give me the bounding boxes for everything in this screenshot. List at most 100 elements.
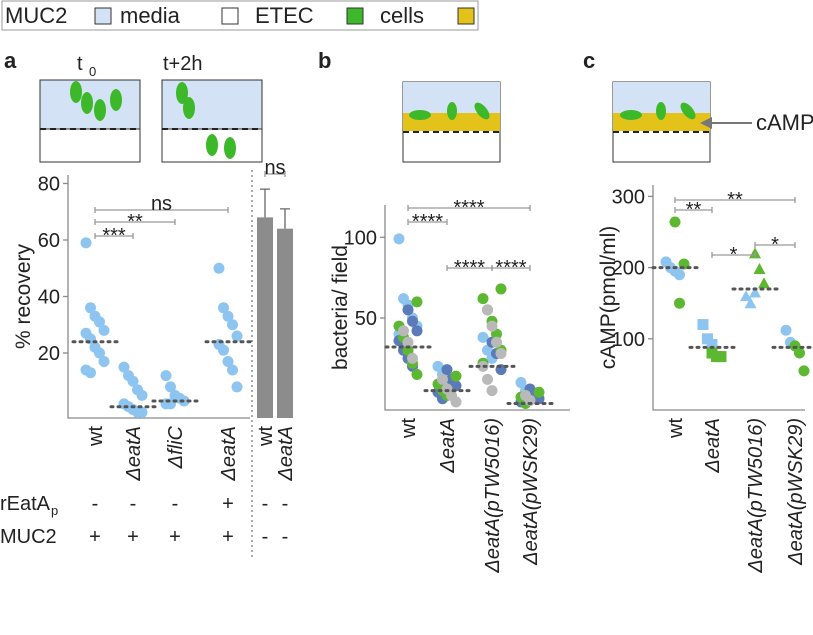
point bbox=[441, 364, 453, 376]
y-axis-label: bacteria/ field bbox=[329, 245, 352, 370]
point bbox=[411, 368, 423, 380]
panel-label: b bbox=[318, 48, 331, 73]
point bbox=[450, 396, 462, 408]
point bbox=[411, 296, 423, 308]
point bbox=[524, 394, 536, 406]
legend-frame bbox=[1, 0, 479, 31]
significance-label: * bbox=[730, 244, 738, 266]
point bbox=[402, 336, 414, 348]
point bbox=[744, 297, 757, 309]
condition-sign: - bbox=[262, 526, 269, 548]
significance-bracket bbox=[711, 252, 756, 258]
point bbox=[85, 367, 96, 379]
point bbox=[486, 320, 498, 332]
condition-sign: - bbox=[92, 493, 99, 515]
legend-label: MUC2 bbox=[5, 3, 67, 28]
point bbox=[450, 380, 462, 392]
point bbox=[213, 262, 225, 274]
axis bbox=[652, 185, 805, 411]
point bbox=[515, 377, 527, 389]
x-tick-label: ΔfliC bbox=[165, 425, 187, 469]
significance-label: **** bbox=[412, 211, 443, 233]
point bbox=[94, 347, 105, 359]
diagram-label: t+2h bbox=[163, 53, 202, 75]
point bbox=[706, 338, 718, 350]
point bbox=[393, 233, 405, 245]
point bbox=[486, 385, 498, 397]
y-tick-label: 60 bbox=[38, 230, 60, 252]
point bbox=[533, 386, 545, 398]
legend-swatch bbox=[94, 7, 112, 25]
point bbox=[477, 293, 489, 305]
error-bar bbox=[280, 208, 290, 229]
significance-bracket bbox=[407, 219, 448, 225]
axis bbox=[67, 175, 250, 419]
point bbox=[715, 351, 727, 363]
x-tick-label: ΔeatA bbox=[123, 426, 145, 482]
panel-label: a bbox=[4, 48, 17, 73]
x-tick-label: ΔeatA(pTW5016) bbox=[482, 418, 504, 574]
point bbox=[98, 355, 110, 367]
y-tick-label: 50 bbox=[355, 308, 377, 330]
legend-label: cells bbox=[380, 3, 424, 28]
point bbox=[227, 364, 238, 376]
row-label: rEatA bbox=[0, 493, 51, 515]
legend-label: ETEC bbox=[255, 3, 314, 28]
point bbox=[402, 304, 414, 316]
y-axis-label: % recovery bbox=[12, 243, 35, 349]
point bbox=[491, 328, 502, 340]
axis bbox=[384, 205, 570, 411]
significance-label: ns bbox=[151, 193, 172, 215]
y-tick-label: 80 bbox=[38, 173, 60, 195]
x-tick-label: wt bbox=[665, 418, 687, 439]
y-tick-label: 100 bbox=[612, 329, 645, 351]
point bbox=[80, 237, 92, 249]
point bbox=[495, 348, 507, 360]
condition-sign: - bbox=[282, 493, 289, 515]
x-tick-label: ΔeatA bbox=[218, 426, 240, 482]
point bbox=[160, 370, 172, 382]
y-axis-label: cAMP(pmol/ml) bbox=[597, 226, 620, 370]
row-label: MUC2 bbox=[0, 526, 57, 548]
point bbox=[227, 319, 238, 331]
x-tick-label: wt bbox=[85, 426, 107, 447]
point bbox=[450, 370, 462, 382]
condition-sign: + bbox=[222, 493, 234, 515]
diagram-label: t bbox=[77, 53, 83, 75]
x-tick-label: ΔeatA bbox=[275, 426, 297, 482]
point bbox=[165, 381, 176, 393]
x-tick-label: wt bbox=[398, 418, 420, 439]
point bbox=[753, 263, 766, 275]
point bbox=[231, 330, 243, 342]
point bbox=[94, 316, 105, 328]
x-tick-label: ΔeatA bbox=[702, 418, 724, 474]
legend-label: media bbox=[120, 3, 181, 28]
point bbox=[98, 324, 110, 336]
panel-label: c bbox=[583, 48, 595, 73]
condition-sign: - bbox=[130, 493, 137, 515]
y-tick-label: 200 bbox=[612, 258, 645, 280]
point bbox=[669, 216, 681, 228]
significance-label: * bbox=[771, 234, 779, 256]
point bbox=[495, 283, 507, 295]
condition-sign: + bbox=[127, 526, 139, 548]
point bbox=[702, 333, 713, 345]
x-tick-label: wt bbox=[255, 426, 277, 447]
y-tick-label: 20 bbox=[38, 343, 60, 365]
significance-bracket bbox=[674, 197, 796, 203]
point bbox=[674, 269, 685, 281]
x-tick-label: ΔeatA(pWSK29) bbox=[785, 418, 807, 566]
significance-bracket bbox=[491, 265, 531, 271]
x-tick-label: ΔeatA(pTW5016) bbox=[745, 418, 767, 574]
y-tick-label: 100 bbox=[344, 227, 377, 249]
point bbox=[674, 297, 685, 309]
significance-label: **** bbox=[454, 257, 485, 279]
point bbox=[411, 325, 423, 337]
legend-swatch bbox=[457, 7, 475, 25]
point bbox=[437, 373, 448, 385]
point bbox=[127, 375, 139, 387]
y-tick-label: 300 bbox=[612, 186, 645, 208]
point bbox=[758, 277, 770, 289]
error-bar bbox=[260, 188, 270, 218]
point bbox=[798, 365, 810, 377]
